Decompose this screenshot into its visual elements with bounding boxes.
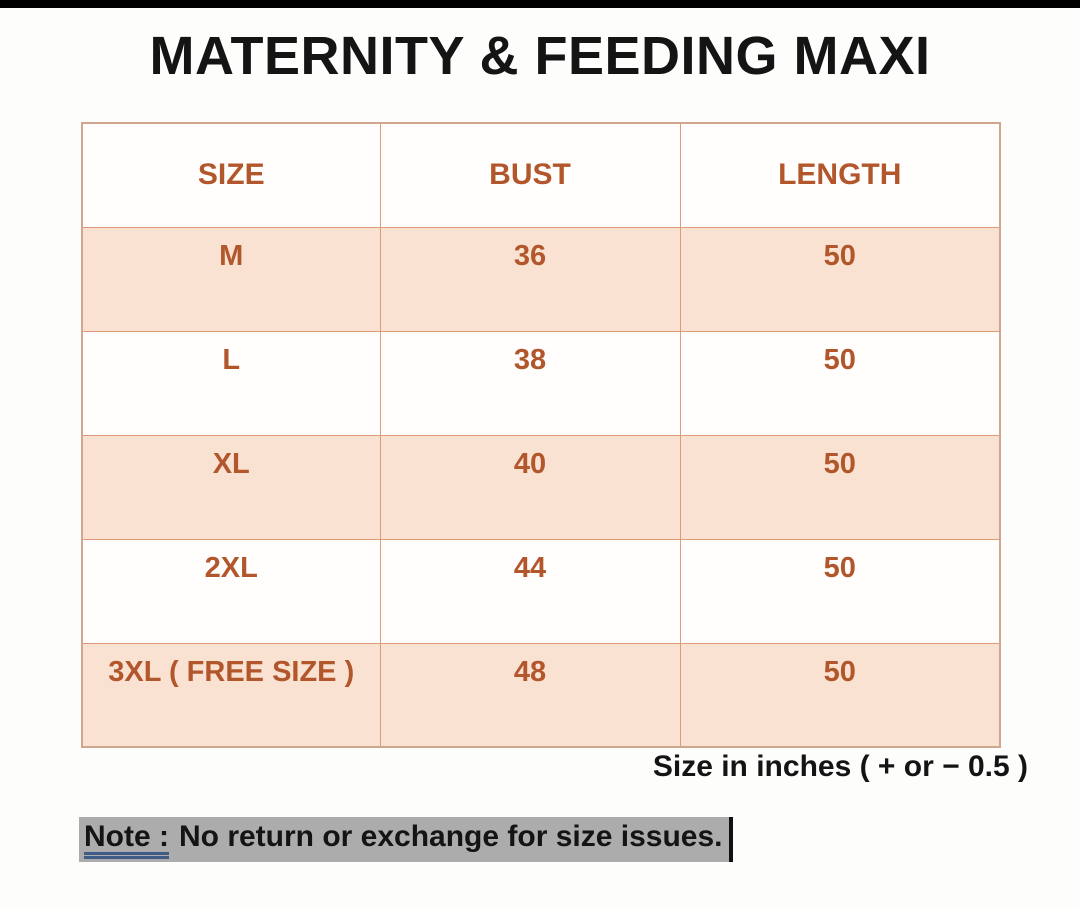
cell-length: 50: [679, 330, 1001, 436]
cell-size: XL: [81, 434, 381, 540]
page-title: MATERNITY & FEEDING MAXI: [149, 26, 931, 86]
cell-length: 50: [679, 434, 1001, 540]
header-row: SIZE BUST LENGTH: [81, 122, 1001, 228]
cell-size: 2XL: [81, 538, 381, 644]
cell-size: 3XL ( FREE SIZE ): [81, 642, 381, 748]
table-row-xl: XL 40 50: [81, 434, 1001, 540]
column-header-size: SIZE: [81, 122, 381, 228]
table-row-m: M 36 50: [81, 226, 1001, 332]
cell-bust: 40: [379, 434, 681, 540]
note-highlight: Note : No return or exchange for size is…: [79, 817, 733, 862]
column-header-bust: BUST: [379, 122, 681, 228]
cell-bust: 38: [379, 330, 681, 436]
cell-size: L: [81, 330, 381, 436]
cell-size: M: [81, 226, 381, 332]
note-label: Note :: [84, 820, 169, 853]
units-note: Size in inches ( + or − 0.5 ): [652, 750, 1028, 783]
column-header-length: LENGTH: [679, 122, 1001, 228]
table-row-2xl: 2XL 44 50: [81, 538, 1001, 644]
size-chart-table: SIZE BUST LENGTH M 36 50 L 38 50 XL 40 5…: [81, 122, 1001, 748]
cell-length: 50: [679, 642, 1001, 748]
cell-bust: 36: [379, 226, 681, 332]
table-row-l: L 38 50: [81, 330, 1001, 436]
cell-length: 50: [679, 226, 1001, 332]
top-strip: [0, 0, 1080, 8]
note-body: No return or exchange for size issues.: [179, 820, 723, 853]
cell-bust: 44: [379, 538, 681, 644]
cell-bust: 48: [379, 642, 681, 748]
cell-length: 50: [679, 538, 1001, 644]
table-row-3xl-free-size: 3XL ( FREE SIZE ) 48 50: [81, 642, 1001, 748]
